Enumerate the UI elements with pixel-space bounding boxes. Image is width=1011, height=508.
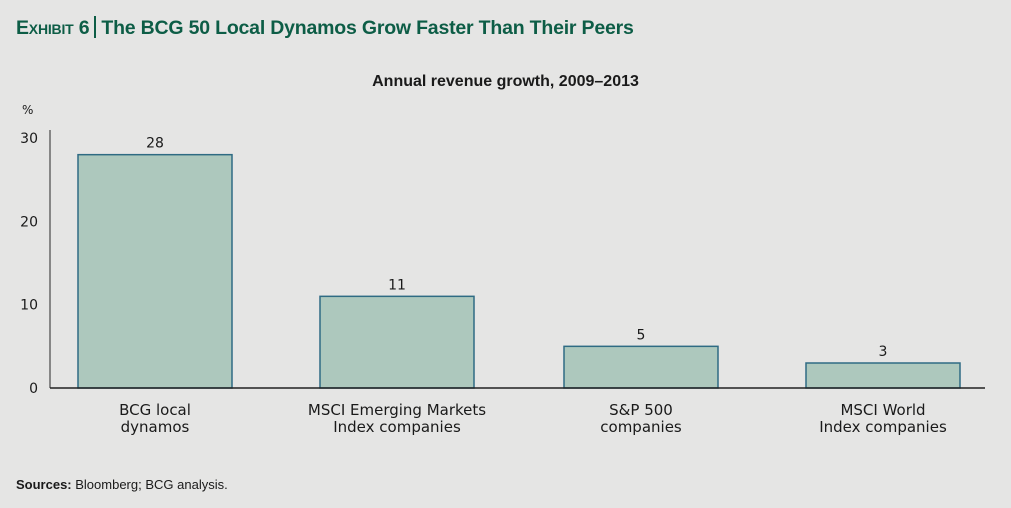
exhibit-title: Exhibit 6 The BCG 50 Local Dynamos Grow F… xyxy=(16,16,634,40)
y-tick-label: 20 xyxy=(20,214,38,230)
data-label: 11 xyxy=(388,277,406,293)
x-tick-label-line: companies xyxy=(600,418,682,436)
data-label: 28 xyxy=(146,136,164,152)
y-tick-label: 30 xyxy=(20,131,38,147)
x-tick-label: S&P 500 companies xyxy=(600,401,682,436)
exhibit-label: Exhibit 6 xyxy=(16,17,90,39)
exhibit-title-text: The BCG 50 Local Dynamos Grow Faster Tha… xyxy=(101,17,634,39)
x-tick-label: MSCI Emerging Markets Index companies xyxy=(308,401,486,436)
y-tick-label: 10 xyxy=(20,298,38,314)
x-tick-label-line: Index companies xyxy=(333,418,461,436)
bar xyxy=(563,345,719,389)
y-tick-label: 0 xyxy=(29,381,38,397)
sources-label: Sources: xyxy=(16,477,72,492)
x-tick-label-line: MSCI World xyxy=(840,401,925,419)
x-tick-label-line: MSCI Emerging Markets xyxy=(308,401,486,419)
x-tick-label-line: Index companies xyxy=(819,418,947,436)
x-tick-label: MSCI World Index companies xyxy=(819,401,947,436)
sources-note: Sources: Bloomberg; BCG analysis. xyxy=(16,477,228,492)
title-separator xyxy=(94,16,97,38)
bars: 28 11 5 3 xyxy=(77,136,961,389)
x-tick-label: BCG local dynamos xyxy=(119,401,191,436)
chart-title: Annual revenue growth, 2009–2013 xyxy=(372,73,639,90)
x-tick-label-line: dynamos xyxy=(121,418,190,436)
y-axis: % 0 10 20 30 xyxy=(20,103,51,397)
x-tick-label-line: BCG local xyxy=(119,401,191,419)
data-label: 3 xyxy=(879,344,888,360)
bar xyxy=(805,362,961,389)
x-tick-label-line: S&P 500 xyxy=(609,401,673,419)
bar xyxy=(77,153,233,389)
data-label: 5 xyxy=(637,327,646,343)
bar xyxy=(319,295,475,389)
y-axis-unit-label: % xyxy=(22,103,33,117)
sources-text: Bloomberg; BCG analysis. xyxy=(71,477,228,492)
